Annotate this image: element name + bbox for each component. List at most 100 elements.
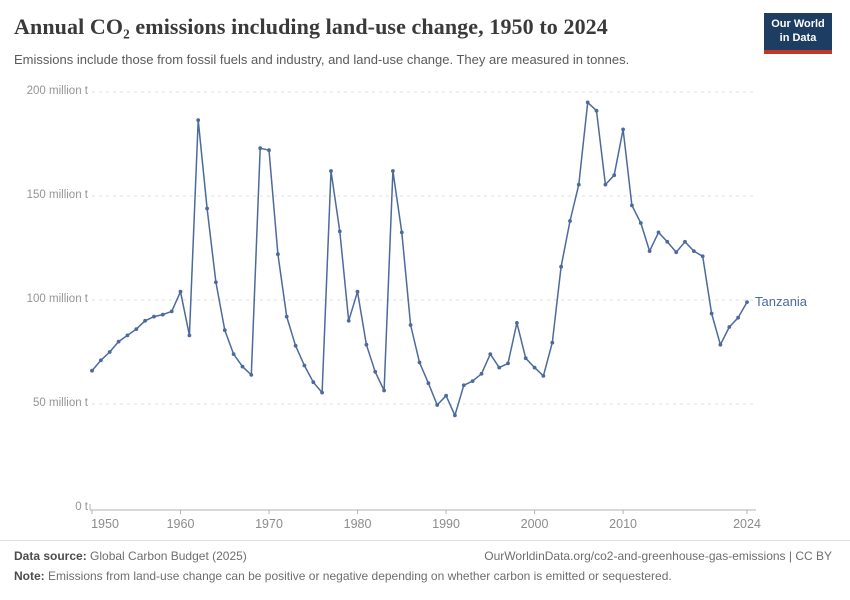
data-point [479, 371, 484, 376]
data-point [160, 312, 165, 317]
x-axis-tick-label: 2010 [609, 517, 637, 531]
data-point [612, 173, 617, 178]
data-point [576, 182, 581, 187]
data-point [258, 146, 263, 151]
data-point [736, 315, 740, 320]
data-point [470, 379, 475, 383]
data-point [399, 230, 404, 235]
x-axis-tick-label: 1950 [91, 517, 119, 531]
data-point [382, 388, 386, 393]
data-point [630, 203, 634, 208]
data-point [178, 289, 183, 294]
data-point [169, 309, 174, 314]
data-point [594, 108, 599, 113]
data-point [674, 250, 679, 255]
chart-subtitle: Emissions include those from fossil fuel… [14, 52, 630, 67]
data-point [621, 127, 625, 132]
data-point [488, 352, 493, 356]
chart-footer: Data source: Global Carbon Budget (2025)… [0, 540, 850, 583]
data-point [665, 239, 670, 244]
y-axis-tick-label: 0 t [75, 501, 88, 513]
x-axis-tick-label: 1980 [343, 517, 372, 531]
data-point [435, 403, 440, 407]
data-point [541, 374, 546, 378]
note-value: Emissions from land-use change can be po… [44, 569, 672, 583]
note-text: Note: Emissions from land-use change can… [14, 569, 832, 583]
data-point [461, 383, 466, 388]
data-point [745, 300, 749, 304]
data-point [444, 393, 448, 398]
owid-url-license[interactable]: OurWorldinData.org/co2-and-greenhouse-ga… [484, 549, 832, 563]
data-point [603, 182, 608, 187]
data-point [125, 333, 130, 338]
chart-plot-area[interactable] [0, 0, 850, 540]
x-axis-tick-label: 1960 [166, 517, 195, 531]
data-point [116, 339, 121, 344]
data-point [515, 321, 519, 325]
data-point [709, 311, 714, 316]
data-point [550, 340, 555, 345]
chart-area: 0 t 50 million t 100 million t 150 million … [0, 0, 850, 540]
data-point [267, 148, 271, 153]
data-point [532, 365, 537, 370]
data-source-text: Data source: Global Carbon Budget (2025) [14, 549, 247, 563]
data-point [373, 369, 378, 374]
data-point [656, 230, 661, 235]
data-point [364, 342, 369, 347]
data-point [107, 350, 112, 354]
series-line [91, 101, 748, 417]
data-point [718, 342, 723, 347]
data-point [700, 254, 705, 259]
data-point [346, 318, 351, 323]
data-point [497, 365, 502, 370]
owid-logo-line2: in Data [779, 31, 817, 44]
data-point [196, 118, 201, 122]
data-point [214, 280, 218, 285]
data-point [647, 249, 652, 254]
data-point [355, 289, 360, 294]
data-point [90, 368, 94, 373]
data-source-label: Data source: [14, 549, 87, 563]
note-label: Note: [14, 569, 45, 583]
owid-logo[interactable]: Our World in Data [764, 13, 832, 54]
data-point [568, 219, 572, 223]
data-point [222, 328, 227, 333]
x-axis-tick-label: 1990 [432, 517, 460, 531]
y-axis-tick-label: 150 million t [26, 189, 88, 201]
data-source-value: Global Carbon Budget (2025) [86, 549, 247, 563]
data-point [391, 169, 395, 173]
data-point [302, 363, 307, 368]
data-point [638, 221, 643, 225]
x-axis-tick-label: 1970 [255, 517, 283, 531]
series-end-label-tanzania[interactable]: Tanzania [755, 294, 808, 310]
data-point [134, 327, 139, 331]
y-axis-tick-label: 50 million t [33, 397, 88, 409]
data-point [426, 381, 431, 386]
data-point [417, 360, 422, 365]
data-point [523, 356, 528, 361]
data-point [727, 325, 732, 329]
x-axis-tick-label: 2024 [733, 517, 761, 531]
page-title: Annual CO₂ emissions including land-use … [14, 14, 608, 39]
y-axis-tick-label: 200 million t [26, 85, 88, 97]
data-point [329, 169, 333, 173]
data-point [205, 206, 210, 211]
data-point [143, 318, 148, 323]
data-point [337, 229, 342, 234]
data-point [284, 314, 289, 319]
data-point [408, 323, 413, 327]
data-point [311, 380, 316, 385]
data-point [99, 358, 103, 363]
data-point [276, 252, 280, 257]
data-point [320, 390, 324, 395]
data-point [249, 373, 254, 377]
data-point [506, 361, 510, 366]
data-point [453, 413, 457, 418]
owid-logo-line1: Our World [771, 18, 825, 30]
data-point [683, 239, 687, 244]
data-point [152, 314, 156, 319]
data-point [231, 352, 236, 356]
data-point [187, 333, 192, 338]
data-point [559, 264, 563, 269]
